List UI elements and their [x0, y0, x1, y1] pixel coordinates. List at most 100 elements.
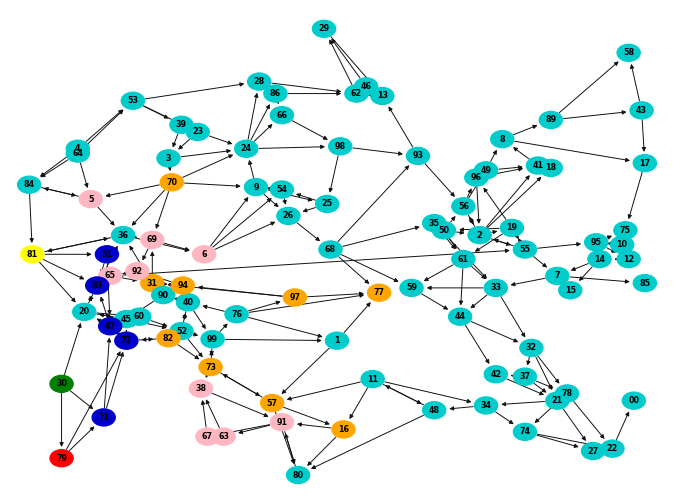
Circle shape: [115, 310, 138, 328]
Text: 39: 39: [176, 120, 187, 129]
Text: 59: 59: [406, 283, 417, 292]
Circle shape: [367, 284, 391, 301]
Text: 75: 75: [620, 226, 631, 235]
Text: 73: 73: [205, 363, 216, 372]
Circle shape: [332, 421, 355, 438]
Circle shape: [448, 308, 472, 325]
Circle shape: [141, 231, 164, 249]
Circle shape: [526, 157, 549, 174]
Circle shape: [193, 246, 216, 263]
Text: 20: 20: [79, 307, 90, 316]
Text: 60: 60: [134, 312, 145, 321]
Text: 7: 7: [555, 271, 560, 280]
Text: 80: 80: [293, 471, 304, 480]
Text: 45: 45: [121, 314, 132, 323]
Text: 86: 86: [270, 89, 281, 98]
Circle shape: [18, 176, 41, 194]
Text: 89: 89: [545, 115, 557, 124]
Text: 24: 24: [241, 144, 252, 153]
Text: 52: 52: [176, 326, 187, 335]
Circle shape: [98, 318, 122, 335]
Circle shape: [66, 145, 90, 162]
Circle shape: [201, 331, 224, 348]
Text: 69: 69: [147, 236, 158, 245]
Text: 56: 56: [458, 202, 469, 211]
Text: 58: 58: [623, 48, 634, 57]
Text: 83: 83: [92, 281, 102, 290]
Text: 91: 91: [276, 418, 287, 427]
Circle shape: [319, 241, 342, 258]
Circle shape: [559, 281, 582, 299]
Circle shape: [622, 392, 646, 409]
Text: 31: 31: [147, 278, 158, 287]
Text: 98: 98: [335, 142, 346, 151]
Text: 13: 13: [377, 91, 388, 100]
Text: 67: 67: [202, 432, 213, 441]
Text: 22: 22: [607, 444, 618, 453]
Circle shape: [261, 394, 284, 412]
Circle shape: [474, 162, 497, 179]
Circle shape: [111, 227, 135, 244]
Text: 85: 85: [639, 278, 650, 287]
Text: 32: 32: [526, 343, 537, 352]
Text: 99: 99: [207, 335, 218, 344]
Text: 6: 6: [202, 250, 207, 259]
Circle shape: [157, 150, 180, 167]
Text: 57: 57: [267, 399, 278, 408]
Circle shape: [423, 215, 446, 232]
Text: 92: 92: [132, 266, 143, 275]
Text: 00: 00: [628, 396, 640, 405]
Text: 19: 19: [506, 224, 518, 233]
Text: 25: 25: [321, 200, 333, 209]
Text: 38: 38: [195, 384, 206, 393]
Circle shape: [199, 358, 222, 376]
Text: 2: 2: [477, 231, 483, 240]
Circle shape: [247, 73, 271, 90]
Text: 94: 94: [177, 281, 188, 290]
Text: 95: 95: [590, 238, 602, 247]
Circle shape: [152, 286, 175, 304]
Circle shape: [329, 138, 352, 155]
Circle shape: [432, 222, 456, 239]
Circle shape: [406, 147, 430, 165]
Text: 14: 14: [594, 254, 605, 263]
Circle shape: [177, 293, 200, 311]
Circle shape: [371, 87, 394, 105]
Circle shape: [212, 428, 235, 445]
Circle shape: [452, 198, 475, 215]
Circle shape: [73, 303, 96, 320]
Text: 49: 49: [481, 166, 491, 175]
Text: 10: 10: [617, 240, 627, 249]
Circle shape: [170, 322, 193, 340]
Text: 27: 27: [588, 447, 599, 456]
Circle shape: [546, 392, 569, 409]
Text: 15: 15: [565, 286, 576, 295]
Circle shape: [21, 246, 44, 263]
Text: 72: 72: [121, 336, 132, 345]
Text: 66: 66: [276, 111, 287, 120]
Circle shape: [555, 385, 579, 402]
Circle shape: [171, 277, 194, 294]
Circle shape: [141, 274, 164, 292]
Circle shape: [189, 380, 212, 397]
Text: 97: 97: [289, 293, 301, 302]
Text: 61: 61: [458, 254, 469, 263]
Text: 11: 11: [367, 375, 378, 384]
Text: 16: 16: [338, 425, 349, 434]
Text: 55: 55: [520, 245, 530, 254]
Text: 23: 23: [192, 127, 204, 136]
Circle shape: [157, 330, 180, 347]
Text: 34: 34: [481, 401, 491, 410]
Circle shape: [127, 308, 151, 325]
Text: 37: 37: [520, 372, 530, 381]
Circle shape: [464, 169, 488, 186]
Circle shape: [86, 277, 109, 294]
Circle shape: [315, 195, 339, 213]
Text: 4: 4: [75, 144, 80, 153]
Circle shape: [539, 111, 563, 129]
Circle shape: [195, 428, 219, 445]
Circle shape: [121, 92, 144, 109]
Circle shape: [474, 397, 497, 414]
Text: 18: 18: [545, 164, 557, 173]
Text: 96: 96: [471, 173, 482, 182]
